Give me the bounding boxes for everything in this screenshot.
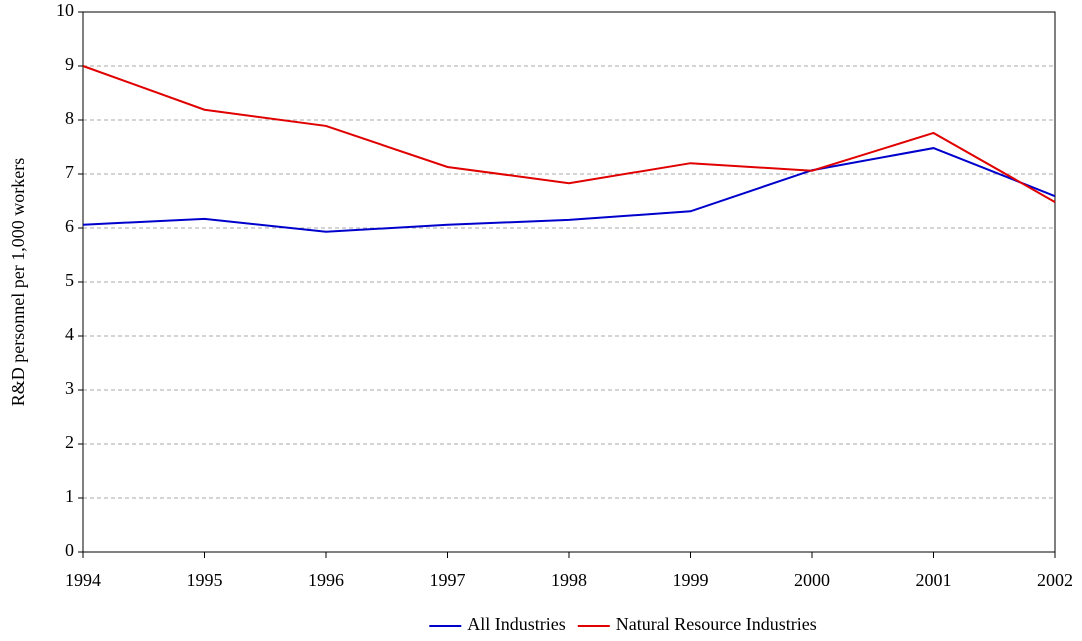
line: [82, 65, 1056, 203]
y-tick-label: 0: [65, 540, 74, 560]
y-tick-label: 10: [56, 0, 74, 20]
legend-label: Natural Resource Industries: [616, 614, 817, 634]
x-tick-label: 1997: [430, 570, 466, 590]
x-tick-label: 1994: [65, 570, 101, 590]
y-tick-label: 2: [65, 432, 74, 452]
x-tick-label: 1996: [308, 570, 344, 590]
y-tick-label: 3: [65, 378, 74, 398]
y-tick-label: 7: [65, 162, 74, 182]
x-tick-label: 2000: [794, 570, 830, 590]
x-tick-label: 2001: [916, 570, 952, 590]
y-axis-label: R&D personnel per 1,000 workers: [8, 158, 28, 406]
x-tick-label: 2002: [1037, 570, 1073, 590]
y-tick-label: 8: [65, 108, 74, 128]
y-tick-label: 1: [65, 486, 74, 506]
y-tick-label: 6: [65, 216, 74, 236]
x-tick-label: 1999: [673, 570, 709, 590]
y-tick-label: 5: [65, 270, 74, 290]
y-tick-label: 4: [65, 324, 74, 344]
x-tick-label: 1995: [187, 570, 223, 590]
legend-label: All Industries: [467, 614, 566, 634]
line: [82, 147, 1056, 233]
x-tick-label: 1998: [551, 570, 587, 590]
y-tick-label: 9: [65, 54, 74, 74]
